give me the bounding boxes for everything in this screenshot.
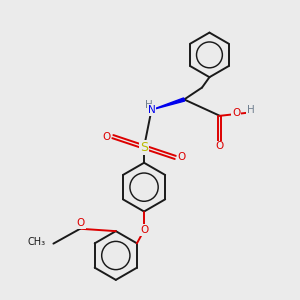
Text: H: H <box>145 100 152 110</box>
Text: H: H <box>247 105 255 115</box>
Text: O: O <box>102 132 110 142</box>
Polygon shape <box>152 98 185 110</box>
Text: O: O <box>76 218 85 228</box>
Text: CH₃: CH₃ <box>28 237 46 247</box>
Text: O: O <box>232 108 240 118</box>
Text: O: O <box>140 225 148 235</box>
Text: N: N <box>148 105 155 115</box>
Text: O: O <box>216 141 224 152</box>
Text: O: O <box>178 152 186 162</box>
Text: S: S <box>140 140 148 154</box>
